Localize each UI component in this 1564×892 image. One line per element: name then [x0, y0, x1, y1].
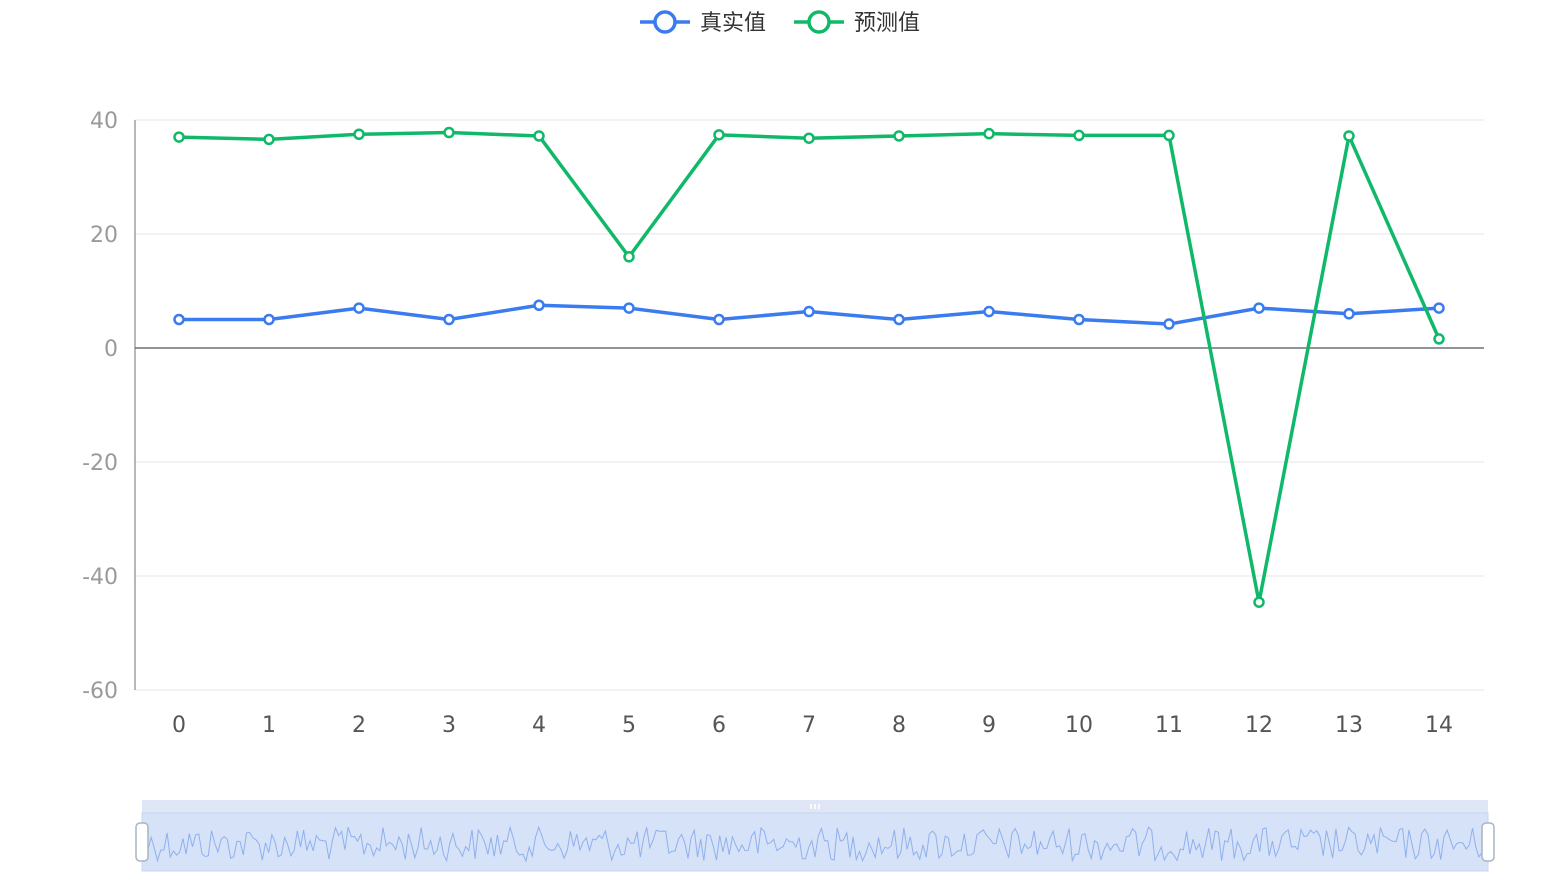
- x-tick-label: 4: [532, 713, 546, 738]
- data-point[interactable]: [353, 128, 365, 140]
- data-point[interactable]: [443, 126, 455, 139]
- data-point[interactable]: [1253, 596, 1265, 608]
- x-tick-label: 0: [172, 713, 186, 738]
- data-point[interactable]: [1433, 333, 1445, 345]
- data-point[interactable]: [173, 131, 185, 143]
- x-tick-label: 13: [1335, 713, 1363, 738]
- data-point[interactable]: [1343, 130, 1355, 142]
- x-tick-label: 8: [892, 713, 906, 738]
- legend-label: 真实值: [700, 11, 766, 36]
- data-point[interactable]: [893, 130, 905, 142]
- y-tick-label: 40: [90, 109, 118, 134]
- x-tick-label: 10: [1065, 713, 1093, 738]
- data-point[interactable]: [1433, 302, 1445, 314]
- legend-circle-icon: [653, 10, 677, 34]
- x-tick-label: 14: [1425, 713, 1453, 738]
- series-lines: [173, 126, 1445, 608]
- data-point[interactable]: [1343, 308, 1355, 320]
- slider-handle-right[interactable]: [1481, 822, 1495, 862]
- x-tick-label: 11: [1155, 713, 1183, 738]
- x-tick-label: 3: [442, 713, 456, 738]
- data-point[interactable]: [893, 313, 905, 326]
- data-point[interactable]: [533, 299, 545, 311]
- legend[interactable]: 真实值 预测值: [640, 10, 920, 36]
- data-point[interactable]: [1073, 129, 1085, 142]
- legend-circle-icon: [807, 10, 831, 34]
- slider-handle-left[interactable]: [135, 822, 149, 862]
- data-point[interactable]: [443, 313, 455, 326]
- data-point[interactable]: [1163, 318, 1175, 330]
- data-point[interactable]: [983, 305, 995, 318]
- legend-item-0[interactable]: 真实值: [640, 10, 766, 36]
- x-tick-label: 7: [802, 713, 816, 738]
- x-tick-label: 9: [982, 713, 996, 738]
- data-point[interactable]: [353, 302, 365, 314]
- data-point[interactable]: [1073, 313, 1085, 326]
- data-zoom-slider[interactable]: [135, 800, 1495, 872]
- x-tick-label: 5: [622, 713, 636, 738]
- data-point[interactable]: [713, 129, 725, 141]
- legend-item-1[interactable]: 预测值: [794, 10, 920, 36]
- slider-selected-area[interactable]: [141, 812, 1489, 872]
- y-tick-label: -40: [82, 565, 118, 590]
- data-point[interactable]: [623, 302, 635, 314]
- y-tick-label: 20: [90, 223, 118, 248]
- data-point[interactable]: [623, 251, 635, 263]
- series-line-1: [178, 130, 1441, 604]
- data-point[interactable]: [1253, 302, 1265, 314]
- slider-preview-line: [147, 825, 1483, 863]
- y-tick-label: 0: [104, 337, 118, 362]
- y-tick-label: -60: [82, 679, 118, 704]
- data-point[interactable]: [1163, 129, 1175, 142]
- data-point[interactable]: [713, 313, 725, 326]
- x-tick-label: 2: [352, 713, 366, 738]
- x-tick-label: 6: [712, 713, 726, 738]
- data-point[interactable]: [263, 133, 275, 146]
- data-point[interactable]: [983, 127, 995, 140]
- grid: [135, 119, 1484, 691]
- data-point[interactable]: [803, 132, 815, 144]
- data-point[interactable]: [533, 130, 545, 142]
- x-tick-label: 12: [1245, 713, 1273, 738]
- data-point[interactable]: [263, 313, 275, 326]
- x-tick-label: 1: [262, 713, 276, 738]
- data-point[interactable]: [803, 305, 815, 318]
- y-tick-label: -20: [82, 451, 118, 476]
- data-point[interactable]: [173, 313, 185, 326]
- legend-label: 预测值: [854, 11, 920, 36]
